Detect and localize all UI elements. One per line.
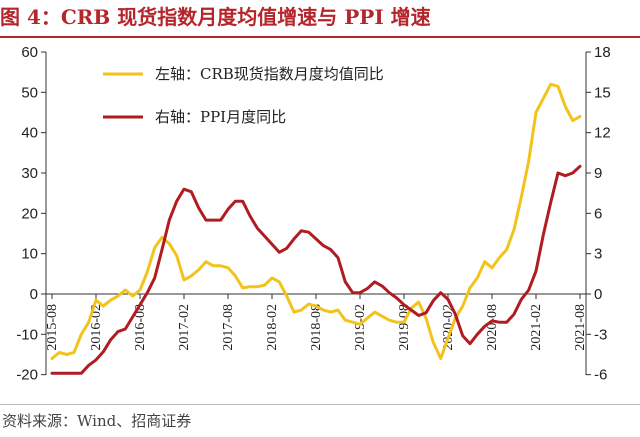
right-tick-label: 9 — [594, 165, 602, 182]
left-tick-label: -10 — [16, 326, 38, 343]
legend-label-1: 左轴：CRB现货指数月度均值同比 — [155, 65, 384, 83]
left-tick-label: 10 — [21, 246, 38, 263]
x-tick-label: 2019-02 — [353, 304, 368, 351]
left-tick-label: 30 — [21, 165, 38, 182]
x-tick-label: 2018-02 — [265, 304, 280, 351]
right-tick-label: 0 — [594, 286, 602, 303]
right-tick-label: -6 — [594, 367, 607, 384]
x-tick-label: 2021-02 — [529, 304, 544, 351]
series-line-2 — [50, 164, 582, 375]
title-divider — [0, 36, 640, 38]
x-tick-label: 2018-08 — [309, 304, 324, 351]
x-tick-label: 2021-08 — [573, 304, 588, 351]
x-tick-label: 2020-08 — [485, 304, 500, 351]
axes-layer: -20 -10 0 10 20 30 40 50 60 -6 -3 0 3 6 9 12 15 18 2015-08… — [16, 44, 610, 384]
right-tick-label: 18 — [594, 44, 611, 61]
series-line-1 — [50, 82, 582, 360]
x-tick-label: 2016-02 — [89, 304, 104, 351]
source-divider — [0, 404, 640, 405]
x-tick-label: 2020-02 — [441, 304, 456, 351]
series-layer — [50, 82, 582, 375]
x-tick-label: 2017-02 — [177, 304, 192, 351]
legend-label-2: 右轴：PPI月度同比 — [155, 108, 286, 126]
chart-title: 图 4：CRB 现货指数月度均值增速与 PPI 增速 — [0, 5, 431, 29]
left-tick-label: 20 — [21, 205, 38, 222]
right-tick-label: 15 — [594, 84, 611, 101]
right-tick-label: 3 — [594, 246, 602, 263]
source-note: 资料来源：Wind、招商证券 — [2, 412, 192, 430]
left-tick-label: 60 — [21, 44, 38, 61]
left-tick-label: 50 — [21, 84, 38, 101]
x-tick-label: 2016-08 — [133, 304, 148, 351]
left-tick-label: 0 — [30, 286, 38, 303]
right-tick-label: 12 — [594, 125, 611, 142]
left-tick-label: 40 — [21, 125, 38, 142]
left-tick-label: -20 — [16, 367, 38, 384]
x-tick-label: 2015-08 — [45, 304, 60, 351]
right-tick-label: 6 — [594, 205, 602, 222]
x-tick-label: 2017-08 — [221, 304, 236, 351]
right-tick-label: -3 — [594, 326, 607, 343]
